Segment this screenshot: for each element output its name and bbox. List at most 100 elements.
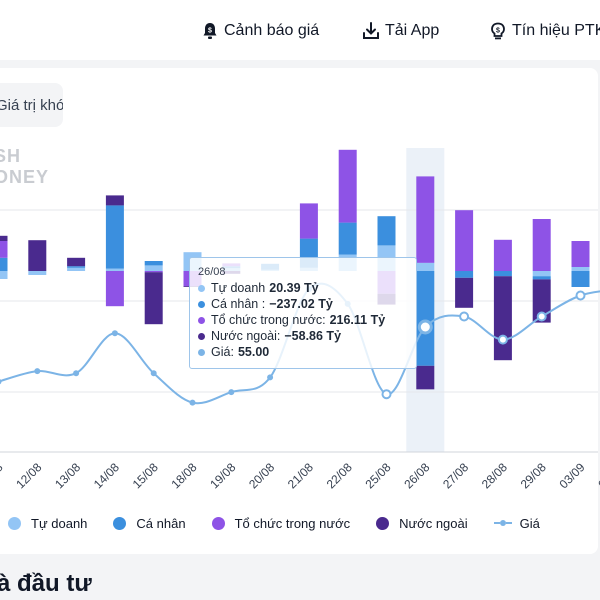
legend-line-swatch: [493, 518, 512, 528]
bar-segment: [0, 271, 8, 279]
tooltip-dot: [198, 348, 205, 356]
bar-segment: [338, 149, 357, 223]
bar-segment: [0, 241, 8, 258]
tooltip-row: Giá: 55.00: [198, 344, 416, 360]
legend-swatch: [8, 516, 21, 530]
bar-segment: [532, 276, 551, 280]
bar-segment: [532, 279, 551, 323]
price-alert-link[interactable]: $ Cảnh báo giá: [200, 19, 319, 43]
bell-dollar-icon: $: [203, 23, 217, 39]
price-point: [497, 334, 508, 345]
legend-item-price[interactable]: Giá: [493, 515, 540, 531]
bar-segment: [493, 239, 512, 271]
x-tick-label: 13/08: [52, 460, 83, 491]
tooltip-label: Tổ chức trong nước:: [211, 313, 326, 327]
svg-text:$: $: [496, 28, 500, 35]
download-app-label: Tải App: [385, 22, 440, 39]
tooltip-row: Cá nhân : −237.02 Tỷ: [198, 296, 416, 312]
price-point: [575, 290, 586, 301]
bar-segment: [67, 266, 86, 268]
download-icon: [363, 22, 379, 39]
legend-item-domestic-institution[interactable]: Tổ chức trong nước: [211, 515, 351, 531]
bar-segment: [105, 205, 124, 269]
tooltip-row: Tổ chức trong nước: 216.11 Tỷ: [198, 312, 416, 328]
bar-segment: [571, 271, 590, 287]
price-point: [150, 370, 157, 377]
section-title: à đầu tư: [0, 570, 92, 597]
x-tick-label: 15/08: [130, 460, 161, 491]
bar-segment: [571, 241, 590, 267]
legend-label: Tổ chức trong nước: [234, 515, 351, 531]
bar-segment: [105, 268, 124, 271]
bar-segment: [144, 265, 163, 271]
bar-segment: [455, 271, 474, 278]
price-point-active: [417, 319, 433, 335]
bar-segment: [338, 222, 357, 255]
bar-segment: [493, 271, 512, 277]
x-tick-label: 29/08: [518, 460, 549, 491]
technical-signal-link[interactable]: $ Tín hiệu PTKT: [488, 19, 600, 43]
tooltip-value: 216.11 Tỷ: [329, 313, 386, 327]
legend-item-proprietary[interactable]: Tự doanh: [8, 516, 87, 531]
bar-segment: [416, 176, 435, 263]
signal-icon: $: [491, 22, 505, 40]
technical-signal-label: Tín hiệu PTKT: [512, 22, 600, 39]
bar-segment: [455, 277, 474, 308]
download-app-link[interactable]: Tải App: [361, 19, 439, 43]
x-tick-label: 21/08: [285, 460, 316, 491]
legend-item-individual[interactable]: Cá nhân: [113, 516, 186, 531]
tooltip-label: Cá nhân :: [211, 297, 266, 311]
bar-segment: [144, 271, 163, 273]
tooltip-dot: [198, 300, 205, 308]
bar-segment: [0, 235, 8, 241]
tooltip-label: Giá:: [211, 345, 234, 359]
price-point: [111, 330, 118, 337]
bar-segment: [105, 271, 124, 307]
x-tick-label: 22/08: [324, 460, 355, 491]
filter-chip[interactable]: Giá trị khớp: [0, 83, 63, 127]
bar-segment: [377, 216, 396, 246]
price-point: [459, 311, 470, 322]
tooltip-dot: [198, 332, 205, 340]
bar-segment: [455, 210, 474, 271]
bar-segment: [0, 257, 8, 271]
tooltip-value: 20.39 Tỷ: [269, 281, 319, 295]
bar-segment: [416, 262, 435, 271]
chart-legend: Tự doanh Cá nhân Tổ chức trong nước Nước…: [8, 512, 598, 534]
x-tick-label: 18/08: [168, 460, 199, 491]
tooltip-row: Nước ngoài: −58.86 Tỷ: [198, 328, 416, 344]
bar-segment: [532, 219, 551, 271]
chart-tooltip: 26/08 Tự doanh 20.39 Tỷ Cá nhân : −237.0…: [189, 257, 417, 369]
tooltip-label: Tự doanh: [211, 281, 266, 295]
bar-segment: [144, 272, 163, 325]
x-tick-label: 11/08: [0, 460, 6, 491]
tooltip-date: 26/08: [198, 266, 226, 278]
bar-segment: [493, 276, 512, 361]
tooltip-value: −237.02 Tỷ: [269, 297, 333, 311]
x-tick-label: 20/08: [246, 460, 277, 491]
price-point: [228, 389, 235, 396]
price-point: [34, 368, 41, 375]
tooltip-value: −58.86 Tỷ: [284, 329, 342, 343]
legend-label: Giá: [519, 515, 540, 531]
bar-segment: [67, 267, 86, 271]
bar-segment: [28, 271, 47, 275]
price-point: [73, 370, 80, 377]
bar-segment: [416, 271, 435, 366]
svg-text:$: $: [208, 28, 212, 35]
legend-item-foreign[interactable]: Nước ngoài: [376, 516, 468, 531]
x-tick-label: 25/08: [362, 460, 393, 491]
x-tick-label: 14/08: [91, 460, 122, 491]
price-alert-label: Cảnh báo giá: [224, 22, 320, 39]
x-tick-label: 03/09: [556, 460, 587, 491]
x-tick-label: 19/08: [207, 460, 238, 491]
bar-segment: [144, 261, 163, 266]
price-point: [267, 374, 274, 381]
bar-segment: [28, 240, 47, 271]
legend-swatch: [113, 516, 127, 530]
tooltip-value: 55.00: [237, 345, 270, 359]
bar-segment: [299, 203, 318, 239]
x-tick-label: 12/08: [13, 460, 44, 491]
price-point: [189, 399, 196, 406]
tooltip-dot: [198, 316, 205, 324]
